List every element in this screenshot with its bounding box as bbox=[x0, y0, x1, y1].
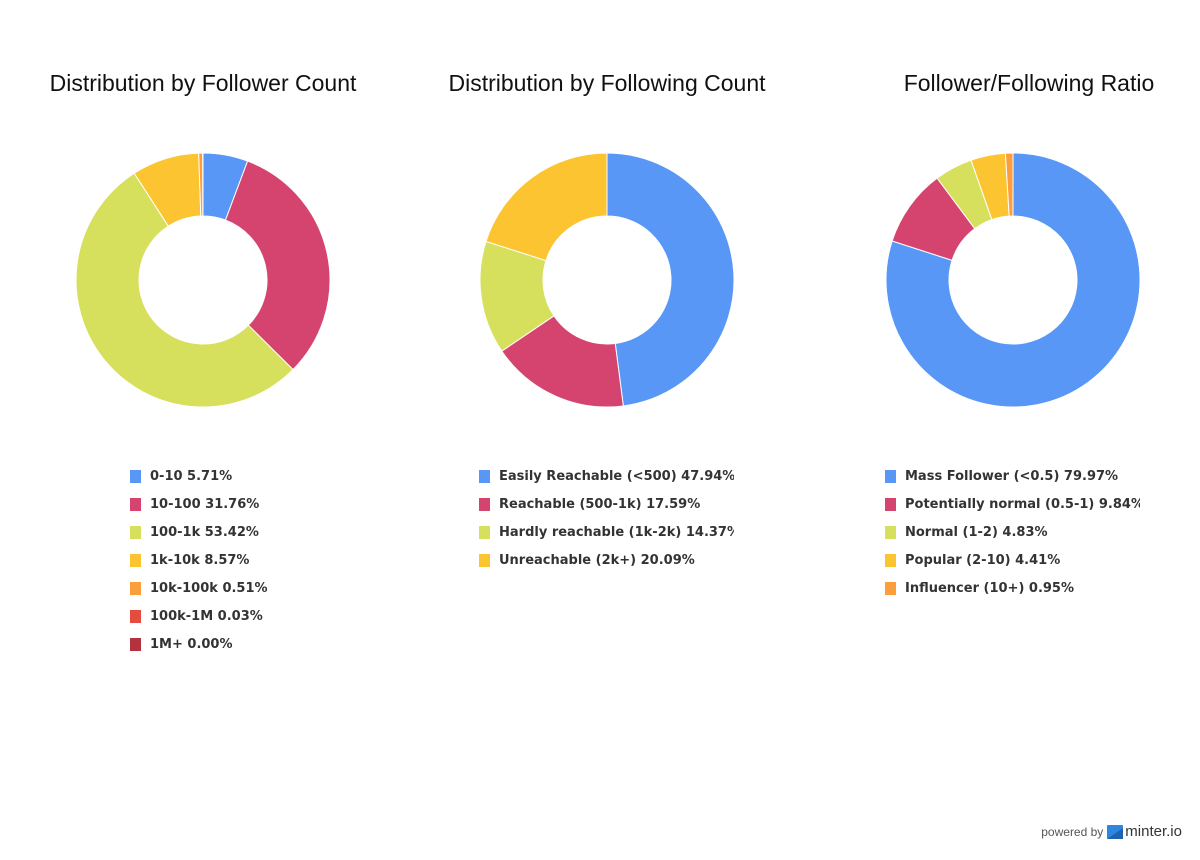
legend-label: Easily Reachable (<500) 47.94% bbox=[499, 468, 734, 484]
legend-item[interactable]: 1M+ 0.00% bbox=[130, 630, 390, 658]
legend-label: Popular (2-10) 4.41% bbox=[905, 552, 1061, 568]
legend: 0-10 5.71% 10-100 31.76% 100-1k 53.42% 1k-1… bbox=[130, 462, 390, 658]
legend-label: Normal (1-2) 4.83% bbox=[905, 524, 1048, 540]
legend-label: Unreachable (2k+) 20.09% bbox=[499, 552, 695, 568]
donut-chart bbox=[75, 152, 331, 408]
legend-item[interactable]: 10k-100k 0.51% bbox=[130, 574, 390, 602]
legend-item[interactable]: Mass Follower (<0.5) 79.97% bbox=[885, 462, 1140, 490]
brand-name: minter.io bbox=[1125, 823, 1182, 840]
legend: Mass Follower (<0.5) 79.97% Potentially n… bbox=[885, 462, 1140, 602]
slice-unreachable-2k[interactable] bbox=[485, 152, 608, 262]
slice-influencer-10[interactable] bbox=[1004, 152, 1014, 217]
legend-label: 1k-10k 8.57% bbox=[150, 552, 250, 568]
legend-item[interactable]: Easily Reachable (<500) 47.94% bbox=[479, 462, 734, 490]
legend-label: Hardly reachable (1k-2k) 14.37% bbox=[499, 524, 734, 540]
legend-swatch bbox=[885, 581, 896, 595]
legend-item[interactable]: Potentially normal (0.5-1) 9.84% bbox=[885, 490, 1140, 518]
legend-label: Influencer (10+) 0.95% bbox=[905, 580, 1075, 596]
legend-item[interactable]: Hardly reachable (1k-2k) 14.37% bbox=[479, 518, 734, 546]
legend-label: Potentially normal (0.5-1) 9.84% bbox=[905, 496, 1140, 512]
chart-follower-count: Distribution by Follower Count 0-10 5.71… bbox=[0, 0, 400, 760]
legend-swatch bbox=[479, 497, 490, 511]
powered-by-footer[interactable]: powered by minter.io bbox=[1041, 823, 1182, 840]
legend-item[interactable]: Unreachable (2k+) 20.09% bbox=[479, 546, 734, 574]
legend-label: 100-1k 53.42% bbox=[150, 524, 259, 540]
legend-swatch bbox=[130, 553, 141, 567]
legend-swatch bbox=[479, 469, 490, 483]
legend-swatch bbox=[885, 469, 896, 483]
legend-swatch bbox=[479, 525, 490, 539]
legend-label: 0-10 5.71% bbox=[150, 468, 233, 484]
chart-following-count: Distribution by Following Count Easily R… bbox=[400, 0, 800, 760]
legend-item[interactable]: 1k-10k 8.57% bbox=[130, 546, 390, 574]
legend-item[interactable]: 100-1k 53.42% bbox=[130, 518, 390, 546]
legend-label: Reachable (500-1k) 17.59% bbox=[499, 496, 701, 512]
legend-swatch bbox=[130, 609, 141, 623]
chart-title: Distribution by Following Count bbox=[448, 70, 766, 96]
legend-item[interactable]: Influencer (10+) 0.95% bbox=[885, 574, 1140, 602]
minter-logo-icon bbox=[1107, 824, 1124, 839]
legend-label: 10k-100k 0.51% bbox=[150, 580, 268, 596]
legend-swatch bbox=[130, 497, 141, 511]
chart-title: Distribution by Follower Count bbox=[49, 70, 357, 96]
legend-item[interactable]: 100k-1M 0.03% bbox=[130, 602, 390, 630]
legend-swatch bbox=[130, 581, 141, 595]
legend-label: 100k-1M 0.03% bbox=[150, 608, 263, 624]
slice-easily-reachable-500[interactable] bbox=[606, 152, 735, 407]
legend-item[interactable]: 0-10 5.71% bbox=[130, 462, 390, 490]
legend-label: 10-100 31.76% bbox=[150, 496, 260, 512]
legend-label: 1M+ 0.00% bbox=[150, 636, 233, 652]
legend-item[interactable]: Reachable (500-1k) 17.59% bbox=[479, 490, 734, 518]
legend-swatch bbox=[130, 525, 141, 539]
legend-swatch bbox=[479, 553, 490, 567]
slice-mass-follower-0-5[interactable] bbox=[885, 152, 1141, 408]
chart-title: Follower/Following Ratio bbox=[903, 70, 1155, 96]
legend-swatch bbox=[130, 637, 141, 651]
legend: Easily Reachable (<500) 47.94% Reachable … bbox=[479, 462, 734, 574]
legend-item[interactable]: 10-100 31.76% bbox=[130, 490, 390, 518]
legend-swatch bbox=[885, 553, 896, 567]
legend-swatch bbox=[130, 469, 141, 483]
legend-swatch bbox=[885, 525, 896, 539]
powered-by-text: powered by bbox=[1041, 824, 1104, 839]
legend-label: Mass Follower (<0.5) 79.97% bbox=[905, 468, 1119, 484]
legend-swatch bbox=[885, 497, 896, 511]
legend-item[interactable]: Popular (2-10) 4.41% bbox=[885, 546, 1140, 574]
slice-10-100[interactable] bbox=[224, 160, 331, 371]
chart-follower-following-ratio: Follower/Following Ratio Mass Follower (… bbox=[800, 0, 1200, 760]
slice-100-1k[interactable] bbox=[75, 172, 294, 408]
donut-chart bbox=[479, 152, 735, 408]
legend-item[interactable]: Normal (1-2) 4.83% bbox=[885, 518, 1140, 546]
donut-chart bbox=[885, 152, 1141, 408]
